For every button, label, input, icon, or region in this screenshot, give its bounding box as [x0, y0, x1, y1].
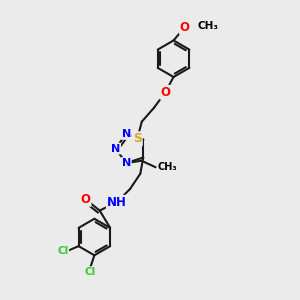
- Text: N: N: [122, 129, 131, 139]
- Text: O: O: [80, 193, 91, 206]
- Text: O: O: [180, 21, 190, 34]
- Text: Cl: Cl: [57, 247, 68, 256]
- Text: CH₃: CH₃: [197, 21, 218, 31]
- Text: CH₃: CH₃: [158, 162, 178, 172]
- Text: N: N: [122, 158, 131, 168]
- Text: O: O: [160, 86, 170, 99]
- Text: NH: NH: [107, 196, 127, 209]
- Text: N: N: [111, 143, 120, 154]
- Text: S: S: [133, 132, 142, 145]
- Text: Cl: Cl: [84, 267, 96, 277]
